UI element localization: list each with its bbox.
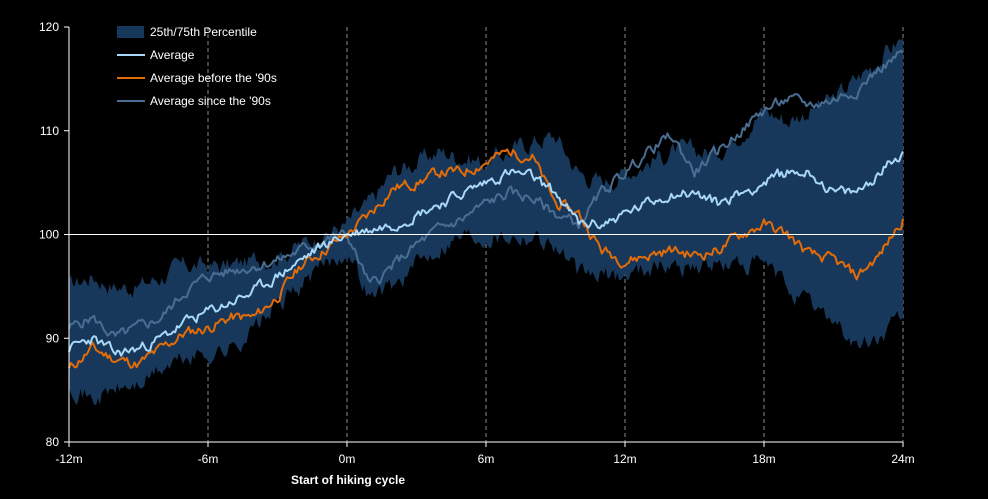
legend-label-before-90s: Average before the '90s — [150, 71, 277, 85]
series-line-before-90s — [68, 148, 904, 369]
x-tick-label-18: 18m — [752, 452, 775, 466]
x-tick-label-0: 0m — [339, 452, 356, 466]
y-tick-label-100: 100 — [39, 228, 59, 242]
x-tick-label--6: -6m — [198, 452, 219, 466]
series-line-since-90s — [68, 49, 904, 337]
legend-swatch-band — [117, 26, 144, 38]
percentile-band-layer — [69, 37, 903, 406]
x-tick-label-24: 24m — [891, 452, 914, 466]
legend-label-since-90s: Average since the '90s — [150, 94, 271, 108]
x-tick-label--12: -12m — [55, 452, 82, 466]
gridlines — [207, 27, 904, 442]
series-line-average — [68, 151, 904, 357]
legend: 25th/75th Percentile Average Average befor… — [117, 25, 277, 108]
legend-item-since-90s: Average since the '90s — [117, 94, 271, 108]
y-tick-label-110: 110 — [40, 124, 59, 138]
legend-item-before-90s: Average before the '90s — [117, 71, 277, 85]
series-layer — [68, 49, 904, 369]
legend-label-band: 25th/75th Percentile — [150, 25, 257, 39]
tick-labels: 80 90 100 110 120 -12m -6m 0m 6m 12m 18m 24m — [39, 20, 915, 466]
x-axis-title: Start of hiking cycle — [291, 473, 405, 487]
legend-item-band: 25th/75th Percentile — [117, 25, 257, 39]
y-tick-label-80: 80 — [46, 435, 60, 449]
percentile-band — [69, 37, 903, 406]
y-tick-label-120: 120 — [39, 20, 59, 34]
x-tick-label-12: 12m — [613, 452, 636, 466]
legend-item-average: Average — [117, 48, 195, 62]
y-tick-label-90: 90 — [46, 331, 60, 345]
x-tick-label-6: 6m — [478, 452, 495, 466]
axes — [64, 26, 904, 447]
legend-label-average: Average — [150, 48, 195, 62]
